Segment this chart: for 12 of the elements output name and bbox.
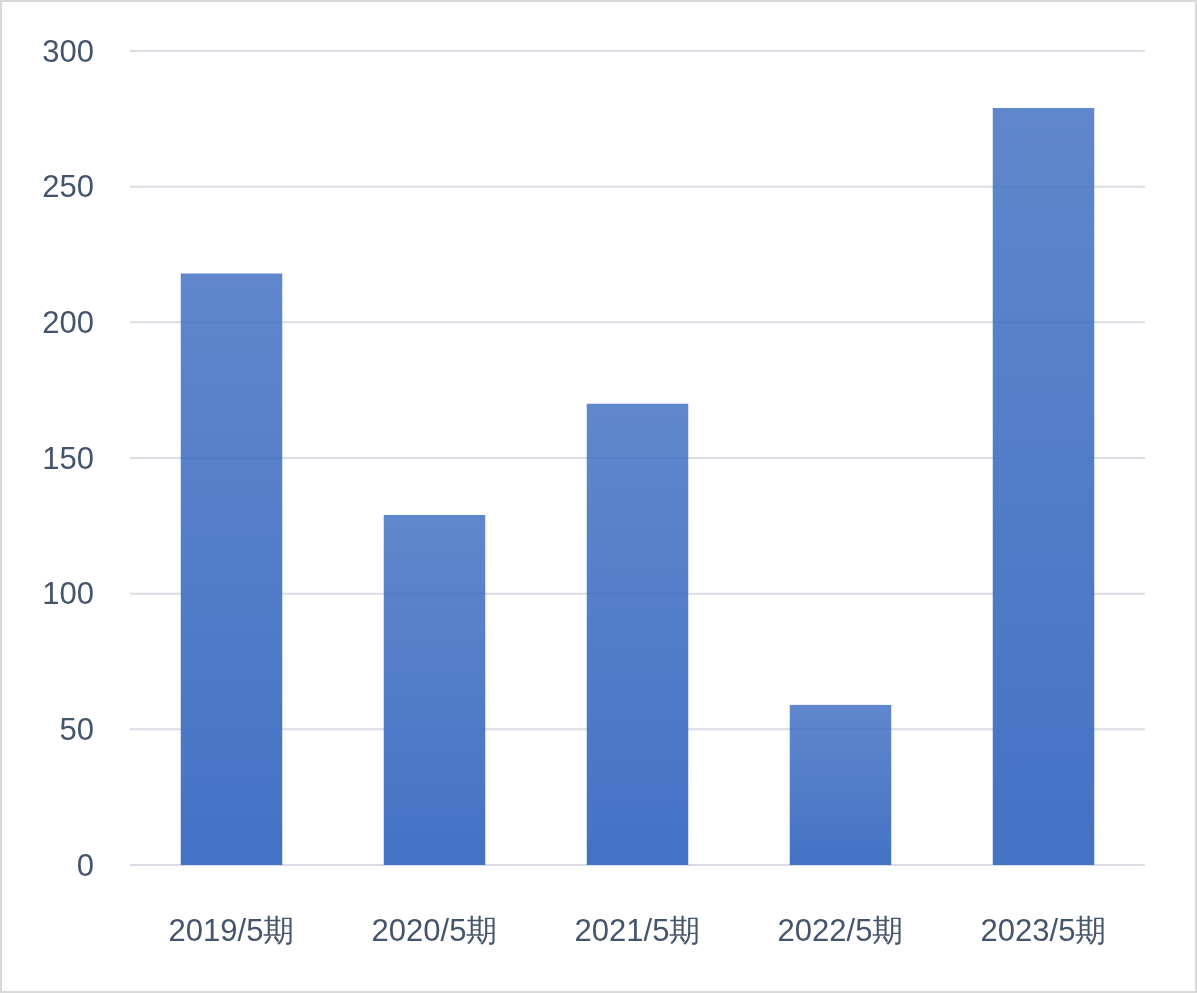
y-tick-label: 50	[59, 711, 94, 747]
x-tick-label: 2022/5期	[777, 912, 904, 948]
y-tick-label: 250	[42, 169, 94, 205]
x-tick-label: 2021/5期	[574, 912, 701, 948]
y-tick-label: 150	[42, 440, 94, 476]
x-tick-label: 2019/5期	[168, 912, 295, 948]
y-tick-label: 100	[42, 576, 94, 612]
x-tick-label: 2023/5期	[980, 912, 1107, 948]
y-tick-label: 0	[76, 847, 94, 883]
y-tick-label: 300	[42, 33, 94, 69]
x-tick-label: 2020/5期	[371, 912, 498, 948]
y-tick-label: 200	[42, 304, 94, 340]
